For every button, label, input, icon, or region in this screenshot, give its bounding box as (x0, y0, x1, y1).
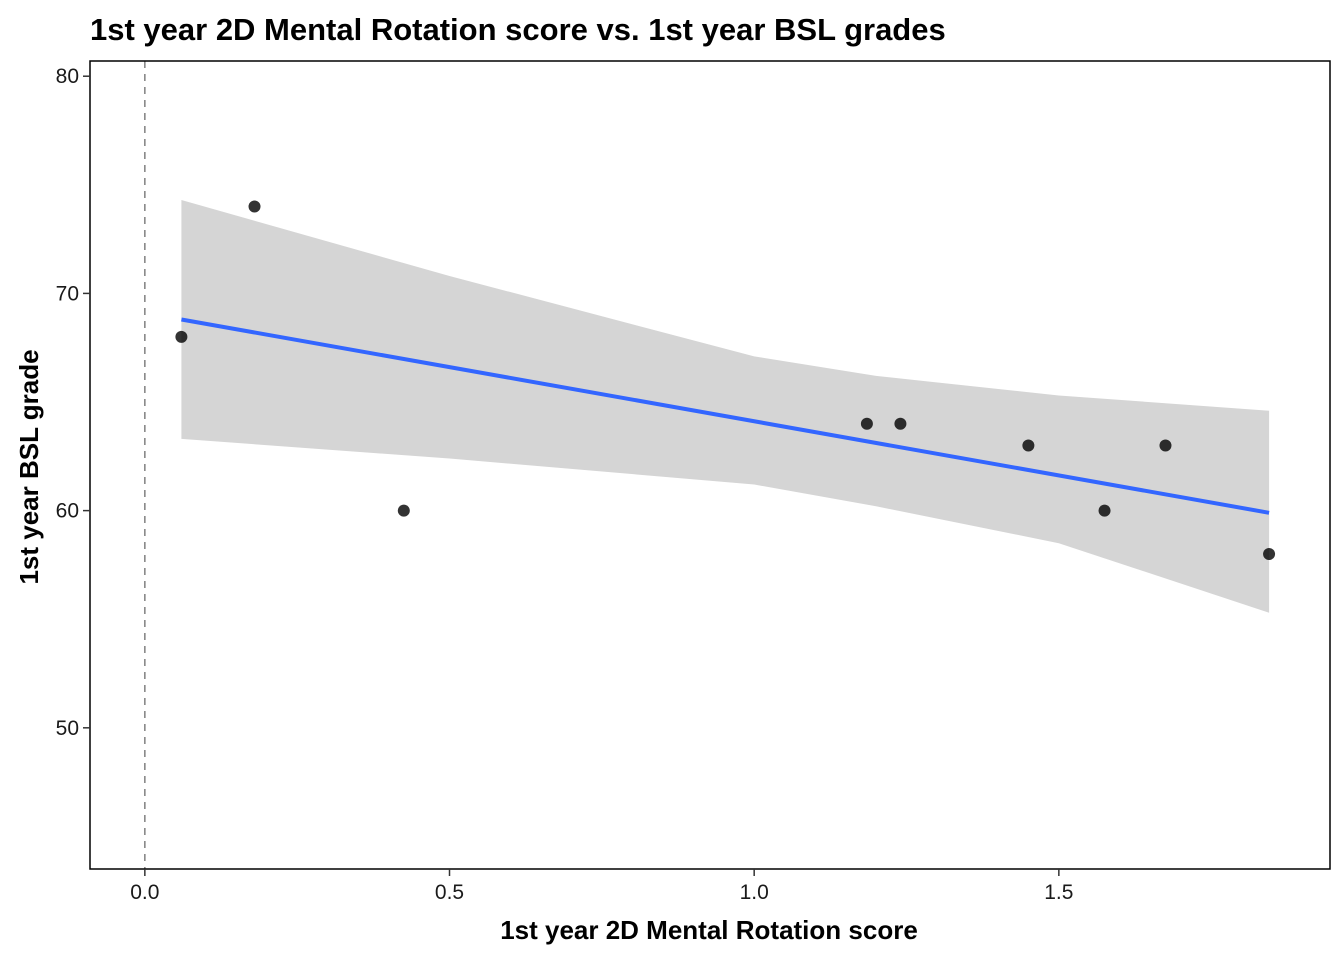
data-point (248, 200, 261, 213)
trend-line-layer (181, 317, 1270, 515)
data-points-layer (175, 200, 1276, 561)
confidence-band (181, 200, 1270, 613)
y-tick-label: 70 (56, 282, 79, 305)
data-point (397, 504, 410, 517)
x-tick-label: 1.5 (1044, 881, 1073, 904)
data-point (1263, 548, 1276, 561)
y-tick-label: 60 (56, 500, 79, 523)
y-axis-title: 1st year BSL grade (14, 349, 44, 584)
confidence-band-layer (181, 200, 1270, 613)
chart-title: 1st year 2D Mental Rotation score vs. 1s… (90, 12, 946, 47)
x-tick-label: 1.0 (740, 881, 769, 904)
data-point (1022, 439, 1035, 452)
data-point (1098, 504, 1111, 517)
plot-panel-border (89, 60, 1331, 870)
data-point (860, 417, 873, 430)
x-axis-title: 1st year 2D Mental Rotation score (500, 915, 918, 945)
x-axis: 0.0 0.5 1.0 1.5 (130, 869, 1073, 904)
x-tick-label: 0.0 (130, 881, 159, 904)
x-tick-label: 0.5 (435, 881, 464, 904)
data-point (1159, 439, 1172, 452)
data-point (175, 330, 188, 343)
y-tick-label: 50 (56, 717, 79, 740)
trend-line (181, 317, 1270, 515)
y-tick-label: 80 (56, 65, 79, 88)
data-point (894, 417, 907, 430)
y-axis: 50 60 70 80 (56, 65, 90, 740)
